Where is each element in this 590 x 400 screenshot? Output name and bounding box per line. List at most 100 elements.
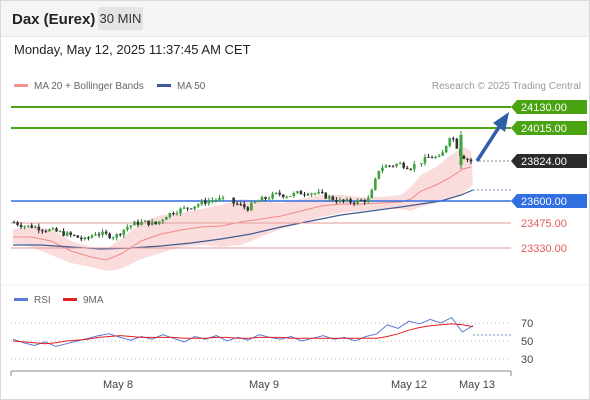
- candle-body: [179, 208, 182, 214]
- rsi-ma-legend-label: 9MA: [83, 295, 104, 306]
- candle-body: [349, 199, 352, 203]
- candle-body: [267, 198, 271, 200]
- candle-body: [388, 165, 391, 167]
- candle-body: [246, 207, 250, 211]
- candle-body: [441, 152, 444, 156]
- candle-body: [200, 200, 204, 205]
- candle-body: [72, 234, 76, 236]
- rsi-ma-line: [12, 323, 474, 345]
- x-tick-may9: May 9: [249, 379, 279, 391]
- price-label-23600-text: 23600.00: [521, 196, 567, 208]
- candle-body: [345, 199, 349, 201]
- rsi-ma-swatch: [63, 298, 77, 301]
- candle-body: [55, 228, 58, 232]
- candle-body: [122, 229, 126, 235]
- candle-body: [409, 168, 413, 170]
- candle-body: [12, 222, 16, 224]
- candle-body: [296, 191, 299, 193]
- candle-body: [292, 192, 296, 197]
- price-label-24015: 24015.00: [511, 121, 587, 135]
- candle-body: [193, 206, 196, 209]
- candle-body: [338, 199, 342, 202]
- candle-body: [303, 194, 306, 196]
- candles-group: [12, 131, 473, 242]
- credit-text: Research © 2025 Trading Central: [431, 81, 581, 92]
- candle-body: [420, 163, 423, 165]
- candle-body: [150, 221, 154, 225]
- candle-body: [342, 199, 345, 201]
- candle-body: [41, 230, 44, 232]
- candle-body: [44, 230, 48, 232]
- candle-body: [115, 234, 119, 238]
- candle-body: [402, 162, 405, 168]
- timeframe-badge[interactable]: 30 MIN: [98, 7, 143, 30]
- rsi-tick-50: 50: [521, 336, 533, 348]
- candle-body: [281, 194, 285, 198]
- candle-body: [289, 196, 292, 198]
- ma50-line: [13, 189, 474, 250]
- candle-body: [37, 226, 41, 231]
- candle-body: [30, 225, 34, 228]
- header-bar: Dax (Eurex) 30 MIN: [1, 1, 589, 37]
- candle-body: [172, 212, 175, 215]
- candle-body: [423, 156, 427, 164]
- legend-ma50: MA 50: [157, 81, 205, 92]
- candle-body: [26, 225, 30, 227]
- rsi-tick-70: 70: [521, 318, 533, 330]
- candle-body: [469, 159, 473, 162]
- price-label-23475: 23475.00: [521, 218, 567, 230]
- candle-body: [271, 193, 274, 199]
- candle-body: [161, 219, 165, 222]
- candle-body: [264, 197, 267, 199]
- instrument-title: Dax (Eurex): [12, 11, 96, 28]
- x-tick-may8: May 8: [103, 379, 133, 391]
- candle-body: [352, 202, 356, 204]
- candle-body: [118, 234, 122, 236]
- price-label-24015-text: 24015.00: [521, 123, 567, 135]
- candle-body: [413, 164, 416, 170]
- candle-body: [434, 156, 437, 158]
- candle-body: [51, 228, 55, 230]
- candle-body: [157, 221, 161, 225]
- price-label-23824-text: 23824.00: [521, 156, 567, 168]
- candle-body: [363, 200, 367, 202]
- candle-body: [33, 226, 37, 228]
- candle-body: [129, 225, 133, 228]
- candle-body: [430, 157, 434, 159]
- candle-body: [211, 200, 214, 202]
- timestamp: Monday, May 12, 2025 11:37:45 AM CET: [14, 42, 251, 57]
- rsi-tick-30: 30: [521, 354, 533, 366]
- candle-body: [165, 217, 168, 220]
- candle-body: [97, 234, 101, 236]
- candle-body: [189, 208, 193, 210]
- candle-body: [391, 165, 395, 167]
- candle-body: [437, 155, 441, 157]
- candle-body: [204, 200, 207, 204]
- x-tick-may12: May 12: [391, 379, 427, 391]
- candle-body: [94, 234, 97, 236]
- candle-body: [69, 232, 72, 235]
- candle-body: [101, 231, 104, 235]
- candle-body: [76, 235, 80, 238]
- candle-body: [285, 196, 289, 198]
- candle-body: [133, 221, 136, 226]
- price-label-24130: 24130.00: [511, 100, 587, 114]
- candle-body: [370, 189, 374, 199]
- candle-body: [147, 220, 150, 225]
- candle-body: [324, 192, 328, 199]
- candle-body: [320, 191, 324, 193]
- price-label-24130-text: 24130.00: [521, 102, 567, 114]
- candle-body: [58, 231, 62, 233]
- candle-body: [448, 138, 452, 146]
- candle-body: [253, 202, 257, 204]
- candle-body: [299, 191, 303, 195]
- candle-body: [274, 192, 278, 194]
- candle-body: [80, 237, 83, 240]
- rsi-legend-label: RSI: [34, 295, 51, 306]
- candle-body: [462, 155, 466, 159]
- candle-body: [62, 231, 65, 236]
- candle-body: [257, 200, 260, 203]
- candle-body: [196, 204, 200, 207]
- candle-body: [260, 197, 264, 201]
